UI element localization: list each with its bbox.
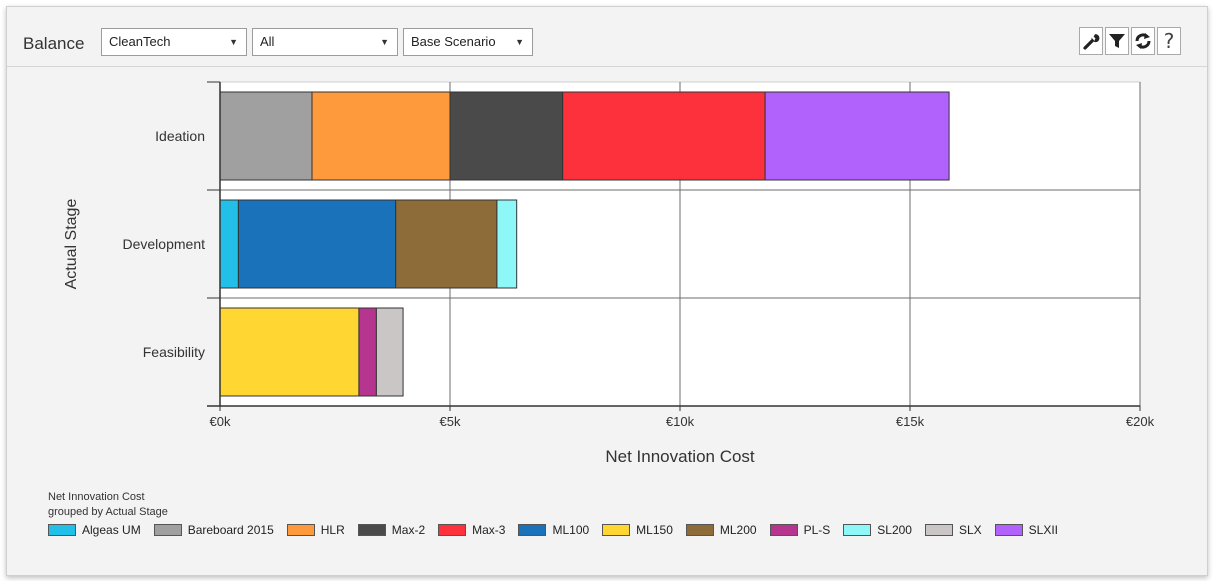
x-tick-label: €0k (210, 414, 231, 429)
refresh-icon (1135, 33, 1151, 49)
stacked-bar-chart: Ideation Development Feasibility €0k €5k €10k… (63, 81, 1155, 466)
legend-item: SLX (924, 523, 982, 537)
x-tick-label: €10k (666, 414, 695, 429)
panel-title: Balance (23, 34, 85, 53)
chevron-down-icon: ▼ (380, 37, 389, 47)
legend-item: ML150 (602, 523, 673, 537)
filter-dropdown-value: All (260, 34, 275, 49)
legend-item: SLXII (994, 523, 1059, 537)
legend-label: ML200 (719, 523, 757, 537)
refresh-button[interactable] (1131, 27, 1155, 55)
y-tick-label: Feasibility (143, 344, 205, 360)
legend-swatch (518, 524, 547, 536)
legend-swatch (685, 524, 714, 536)
x-axis-title: Net Innovation Cost (605, 447, 755, 466)
x-tick-label: €5k (440, 414, 461, 429)
help-button[interactable]: ? (1157, 27, 1181, 55)
bar-segment (496, 199, 518, 289)
legend-item: SL200 (843, 523, 912, 537)
legend-swatch (153, 524, 182, 536)
portfolio-dropdown-value: CleanTech (109, 34, 171, 49)
legend-label: HLR (320, 523, 345, 537)
legend-label: Bareboard 2015 (187, 523, 274, 537)
legend-swatch (357, 524, 386, 536)
legend: Net Innovation Cost grouped by Actual St… (48, 490, 1188, 537)
help-icon: ? (1163, 29, 1175, 53)
portfolio-dropdown[interactable]: CleanTech ▼ (101, 28, 247, 56)
legend-label: PL-S (803, 523, 831, 537)
legend-label: SLX (958, 523, 982, 537)
scenario-dropdown[interactable]: Base Scenario ▼ (403, 28, 533, 56)
bar-segment (219, 199, 239, 289)
legend-item: ML200 (685, 523, 757, 537)
legend-label: ML100 (552, 523, 590, 537)
legend-swatch (438, 524, 467, 536)
legend-label: SL200 (877, 523, 912, 537)
scenario-dropdown-value: Base Scenario (411, 34, 496, 49)
filter-button[interactable] (1105, 27, 1129, 55)
x-tick-label: €20k (1126, 414, 1155, 429)
legend-label: Max-2 (391, 523, 426, 537)
y-tick-label: Ideation (155, 128, 205, 144)
y-tick-label: Development (123, 236, 206, 252)
legend-item: PL-S (769, 523, 831, 537)
x-tick-label: €15k (896, 414, 925, 429)
settings-button[interactable] (1079, 27, 1103, 55)
bar-segment (311, 91, 451, 181)
legend-caption-line1: Net Innovation Cost (48, 491, 145, 503)
bar-segment (375, 307, 404, 397)
filter-icon (1109, 34, 1125, 48)
legend-swatch (994, 524, 1023, 536)
bar-segment (237, 199, 397, 289)
legend-item: Max-2 (357, 523, 426, 537)
bar-segment (562, 91, 766, 181)
legend-swatch (843, 524, 872, 536)
legend-swatch (769, 524, 798, 536)
legend-item: Max-3 (438, 523, 505, 537)
legend-label: SLXII (1028, 523, 1059, 537)
legend-item: Bareboard 2015 (153, 523, 274, 537)
legend-label: ML150 (636, 523, 673, 537)
bar-segment (358, 307, 377, 397)
legend-swatch (602, 524, 631, 536)
legend-item: Algeas UM (48, 523, 141, 537)
legend-swatch (286, 524, 315, 536)
bar-segment (219, 307, 360, 397)
y-axis-title: Actual Stage (63, 199, 80, 290)
bar-segment (395, 199, 498, 289)
chevron-down-icon: ▼ (515, 37, 524, 47)
legend-label: Algeas UM (82, 523, 141, 537)
legend-caption-line2: grouped by Actual Stage (48, 506, 168, 518)
legend-swatch (48, 524, 76, 536)
legend-item: HLR (286, 523, 345, 537)
filter-dropdown[interactable]: All ▼ (252, 28, 398, 56)
bar-segment (449, 91, 564, 181)
wrench-icon (1083, 34, 1100, 50)
legend-items: Algeas UM Bareboard 2015 HLR Max-2 Max-3 ML10… (48, 523, 1188, 537)
legend-label: Max-3 (472, 523, 506, 537)
legend-swatch (924, 524, 953, 536)
bar-segment (764, 91, 950, 181)
toolbar: Balance CleanTech ▼ All ▼ Base Scenario … (7, 7, 1207, 67)
chevron-down-icon: ▼ (229, 37, 238, 47)
legend-item: ML100 (518, 523, 589, 537)
bar-segment (219, 91, 313, 181)
